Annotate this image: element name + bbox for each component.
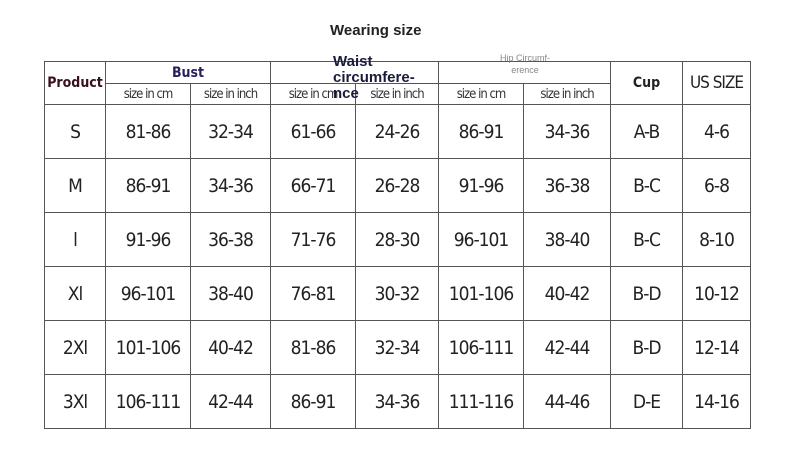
cell-waist-cm: 61-66 (270, 104, 356, 159)
title-text: Wearing size (330, 22, 422, 39)
cell-waist-cm: 66-71 (270, 158, 356, 213)
cell-cup: B-C (610, 212, 683, 267)
table-row: Xl 96-101 38-40 76-81 30-32 101-106 40-42 B-D 10… (44, 266, 751, 321)
subheader-inch: size in inch (523, 83, 611, 105)
table-row: 3Xl 106-111 42-44 86-91 34-36 111-116 44-46 D-E… (44, 374, 751, 429)
waist-label: Waist circumfere- nce (333, 53, 415, 102)
cell-cup: B-D (610, 320, 683, 375)
cell-us: 8-10 (682, 212, 751, 267)
cell-bust-in: 32-34 (190, 104, 271, 159)
cell-cup: B-C (610, 158, 683, 213)
cell-cup: A-B (610, 104, 683, 159)
cell-waist-in: 34-36 (355, 374, 439, 429)
cell-size: l (44, 212, 106, 267)
cell-waist-in: 32-34 (355, 320, 439, 375)
cell-bust-cm: 81-86 (105, 104, 191, 159)
cell-bust-cm: 101-106 (105, 320, 191, 375)
cell-hip-in: 44-46 (523, 374, 611, 429)
cell-us: 12-14 (682, 320, 751, 375)
cell-hip-cm: 111-116 (438, 374, 524, 429)
cell-size: S (44, 104, 106, 159)
cell-hip-in: 40-42 (523, 266, 611, 321)
header-product: Product (44, 61, 106, 105)
table-row: S 81-86 32-34 61-66 24-26 86-91 34-36 A-B 4-6 (44, 104, 751, 159)
hip-label: Hip Circumf- erence (500, 53, 551, 75)
cell-waist-cm: 71-76 (270, 212, 356, 267)
table-row: M 86-91 34-36 66-71 26-28 91-96 36-38 B-C 6-8 (44, 158, 751, 213)
cell-us: 4-6 (682, 104, 751, 159)
cell-hip-cm: 91-96 (438, 158, 524, 213)
cell-bust-in: 40-42 (190, 320, 271, 375)
cell-size: 2Xl (44, 320, 106, 375)
cell-size: M (44, 158, 106, 213)
subheader-inch: size in inch (190, 83, 271, 105)
cell-bust-in: 36-38 (190, 212, 271, 267)
cell-bust-cm: 86-91 (105, 158, 191, 213)
cell-waist-in: 28-30 (355, 212, 439, 267)
header-bust: Bust (105, 61, 271, 84)
table-row: l 91-96 36-38 71-76 28-30 96-101 38-40 B-C 8-10 (44, 212, 751, 267)
header-us-size: US SIZE (682, 61, 751, 105)
cell-bust-cm: 96-101 (105, 266, 191, 321)
cell-cup: B-D (610, 266, 683, 321)
cell-waist-cm: 76-81 (270, 266, 356, 321)
cell-waist-cm: 86-91 (270, 374, 356, 429)
cell-waist-cm: 81-86 (270, 320, 356, 375)
cell-waist-in: 24-26 (355, 104, 439, 159)
cell-hip-in: 36-38 (523, 158, 611, 213)
cell-size: Xl (44, 266, 106, 321)
cell-bust-in: 42-44 (190, 374, 271, 429)
size-table: Product Bust Cup US SIZE size in cm size… (44, 61, 751, 429)
cell-hip-cm: 101-106 (438, 266, 524, 321)
header-cup: Cup (610, 61, 683, 105)
cell-hip-in: 38-40 (523, 212, 611, 267)
cell-bust-cm: 106-111 (105, 374, 191, 429)
cell-hip-cm: 86-91 (438, 104, 524, 159)
cell-us: 14-16 (682, 374, 751, 429)
cell-bust-in: 34-36 (190, 158, 271, 213)
cell-bust-in: 38-40 (190, 266, 271, 321)
subheader-cm: size in cm (438, 83, 524, 105)
cell-us: 10-12 (682, 266, 751, 321)
cell-cup: D-E (610, 374, 683, 429)
cell-size: 3Xl (44, 374, 106, 429)
cell-hip-cm: 96-101 (438, 212, 524, 267)
cell-hip-in: 42-44 (523, 320, 611, 375)
cell-bust-cm: 91-96 (105, 212, 191, 267)
cell-waist-in: 26-28 (355, 158, 439, 213)
cell-hip-cm: 106-111 (438, 320, 524, 375)
subheader-cm: size in cm (105, 83, 191, 105)
table-row: 2Xl 101-106 40-42 81-86 32-34 106-111 42-44 B-D… (44, 320, 751, 375)
cell-hip-in: 34-36 (523, 104, 611, 159)
cell-us: 6-8 (682, 158, 751, 213)
cell-waist-in: 30-32 (355, 266, 439, 321)
